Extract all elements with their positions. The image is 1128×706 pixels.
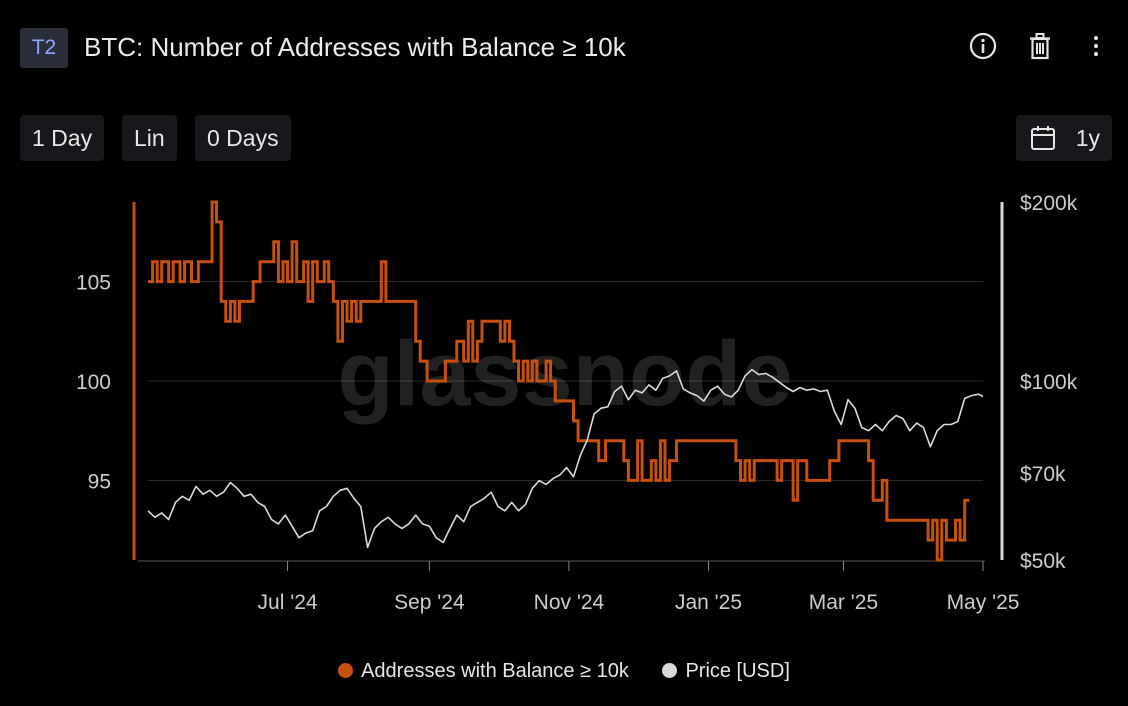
chart-title: BTC: Number of Addresses with Balance ≥ … (84, 32, 626, 62)
resolution-button[interactable]: 1 Day (20, 115, 105, 161)
scale-button[interactable]: Lin (122, 115, 177, 161)
x-tick-label: May '25 (947, 591, 1020, 614)
series (147, 200, 984, 562)
trash-icon[interactable] (1024, 30, 1056, 62)
axes (132, 202, 1004, 571)
series-line-addresses (148, 200, 970, 562)
x-tick-label: Nov '24 (534, 591, 605, 614)
x-tick-label: Jul '24 (258, 591, 318, 614)
y-right-tick-label: $70k (1020, 463, 1066, 486)
watermark: glassnode (337, 323, 792, 425)
y-left-tick-label: 105 (76, 272, 111, 295)
y-right-tick-label: $200k (1020, 192, 1078, 215)
smoothing-button[interactable]: 0 Days (195, 115, 291, 161)
y-left-tick-label: 95 (88, 470, 111, 493)
calendar-icon (1031, 126, 1055, 150)
legend-swatch-addresses (338, 663, 354, 678)
x-tick-label: Sep '24 (394, 591, 465, 614)
legend-item-addresses[interactable]: Addresses with Balance ≥ 10k (338, 660, 629, 683)
chart-controls: 1 Day Lin 0 Days 1y (20, 115, 1112, 161)
chart-header: T2 BTC: Number of Addresses with Balance… (20, 26, 1108, 68)
legend: Addresses with Balance ≥ 10k Price [USD] (0, 660, 1128, 688)
y-left-tick-label: 100 (76, 371, 111, 394)
legend-label-price: Price [USD] (685, 660, 790, 682)
tick-labels: 95 100 105 $50k $70k $100k $200k Jul '24 Sep '24… (76, 192, 1078, 614)
x-tick-label: Jan '25 (675, 591, 742, 614)
y-right-tick-label: $50k (1020, 550, 1066, 573)
series-line-price (147, 368, 984, 549)
legend-item-price[interactable]: Price [USD] (662, 660, 790, 683)
legend-label-addresses: Addresses with Balance ≥ 10k (361, 660, 629, 682)
tier-badge: T2 (20, 28, 68, 68)
x-tick-label: Mar '25 (809, 591, 878, 614)
date-range-button[interactable]: 1y (1016, 115, 1112, 161)
legend-swatch-price (662, 663, 678, 678)
more-vertical-icon[interactable] (1080, 30, 1112, 62)
info-icon[interactable] (967, 30, 999, 62)
date-range-label: 1y (1075, 125, 1100, 151)
y-right-tick-label: $100k (1020, 371, 1078, 394)
chart-plot[interactable]: glassnode 95 100 105 $50k $70k $100k $200k Jul … (0, 0, 1128, 640)
